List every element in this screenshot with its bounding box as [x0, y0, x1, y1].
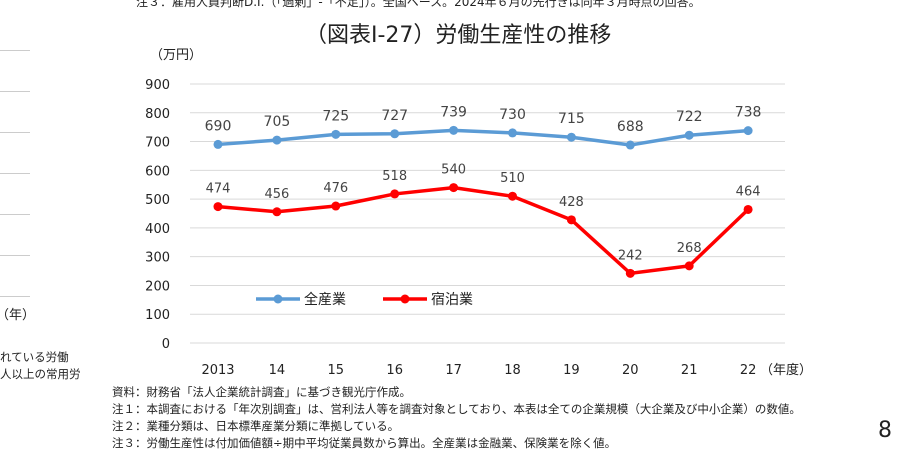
data-label: 705	[264, 114, 291, 130]
data-label: 727	[381, 108, 408, 124]
data-point	[213, 139, 223, 149]
x-tick-label: 14	[269, 363, 286, 378]
data-point	[272, 135, 282, 145]
y-tick-label: 800	[145, 107, 170, 122]
data-point	[508, 128, 517, 138]
data-point	[684, 130, 694, 140]
data-label: 690	[205, 118, 232, 134]
x-tick-labels: 2013 14 15 16 17 18 19 20 21 22	[201, 363, 756, 378]
y-tick-label: 500	[145, 193, 170, 208]
y-tick-label: 700	[145, 136, 170, 151]
data-point	[625, 140, 635, 150]
y-tick-label: 300	[145, 251, 170, 266]
left-gridline	[0, 255, 30, 256]
x-tick-label: 2013	[201, 363, 234, 378]
data-point	[331, 129, 341, 139]
page-number: 8	[878, 418, 892, 443]
y-tick-label: 600	[145, 164, 170, 179]
data-point	[566, 215, 576, 225]
data-point	[390, 189, 400, 199]
left-text-line1: れている労働	[0, 350, 69, 364]
data-label: 474	[206, 182, 231, 197]
top-note: 注３：雇用人員判断D.I.（「過剰」-「不足」）。全国ベース。2024年６月の先…	[136, 0, 701, 9]
y-tick-label: 100	[145, 308, 170, 323]
data-label: 722	[676, 109, 703, 125]
left-gridline	[0, 173, 30, 174]
data-point	[743, 204, 753, 214]
series-line	[217, 128, 749, 147]
y-tick-label: 900	[145, 78, 170, 93]
legend-label: 宿泊業	[431, 291, 473, 308]
data-label: 268	[677, 241, 702, 256]
data-label: 428	[559, 195, 584, 210]
series-line	[217, 185, 750, 276]
x-tick-label: 16	[386, 363, 403, 378]
legend: 全産業 宿泊業	[256, 291, 473, 308]
data-label: 476	[323, 181, 348, 196]
left-gridline	[0, 132, 30, 133]
data-point	[213, 202, 223, 212]
left-year-unit: （年）	[0, 308, 36, 323]
y-tick-label: 200	[145, 279, 170, 294]
data-point	[272, 207, 282, 217]
data-point	[449, 183, 459, 193]
y-tick-label: 400	[145, 222, 170, 237]
data-point	[684, 261, 694, 271]
data-label: 242	[618, 248, 643, 263]
data-label: 540	[441, 163, 466, 178]
left-gridline	[0, 50, 30, 51]
data-label: 715	[558, 111, 585, 127]
note-source: 資料：財務省「法人企業統計調査」に基づき観光庁作成。	[112, 385, 411, 399]
data-label: 510	[500, 171, 525, 186]
x-tick-label: 19	[563, 363, 580, 378]
data-point	[566, 132, 576, 142]
left-text-line2: 人以上の常用労	[0, 367, 81, 381]
data-label: 725	[322, 108, 349, 124]
gridlines	[190, 83, 785, 344]
data-point	[743, 126, 753, 136]
left-gridline	[0, 214, 30, 215]
y-tick-label: 0	[162, 337, 170, 352]
x-axis-unit: （年度）	[760, 362, 812, 378]
left-gridline	[0, 296, 30, 297]
data-point	[331, 201, 341, 211]
x-tick-label: 17	[445, 363, 462, 378]
legend-marker	[273, 294, 283, 304]
data-point	[390, 129, 400, 139]
data-label: 739	[440, 104, 467, 120]
data-label: 730	[499, 107, 526, 123]
legend-marker	[400, 294, 410, 304]
data-point	[625, 268, 635, 278]
data-label: 456	[264, 187, 289, 202]
data-label: 688	[617, 119, 644, 135]
left-gridline	[0, 91, 30, 92]
data-label: 464	[736, 184, 761, 199]
note-2: 注２：業種分類は、日本標準産業分類に準拠している。	[112, 419, 400, 433]
legend-label: 全産業	[304, 291, 346, 308]
x-tick-label: 18	[504, 363, 521, 378]
x-tick-label: 21	[681, 363, 698, 378]
x-tick-label: 20	[622, 363, 639, 378]
y-axis-unit: （万円）	[150, 48, 203, 63]
note-3: 注３：労働生産性は付加価値額÷期中平均従業員数から算出。全産業は金融業、保険業を…	[112, 436, 617, 450]
chart-title: （図表Ⅰ-27）労働生産性の推移	[305, 23, 612, 48]
data-point	[449, 125, 459, 135]
x-tick-label: 22	[740, 363, 757, 378]
series-group: 690 705 725 727 739 730 715 688 722 738 474 456 476 5…	[205, 104, 762, 278]
data-label: 518	[382, 169, 407, 184]
data-point	[508, 191, 517, 201]
note-1: 注１：本調査における「年次別調査」は、営利法人等を調査対象としており、本表は全て…	[112, 402, 801, 416]
x-tick-label: 15	[328, 363, 345, 378]
data-label: 738	[735, 105, 762, 121]
y-tick-labels: 0 100 200 300 400 500 600 700 800 900	[145, 78, 170, 352]
